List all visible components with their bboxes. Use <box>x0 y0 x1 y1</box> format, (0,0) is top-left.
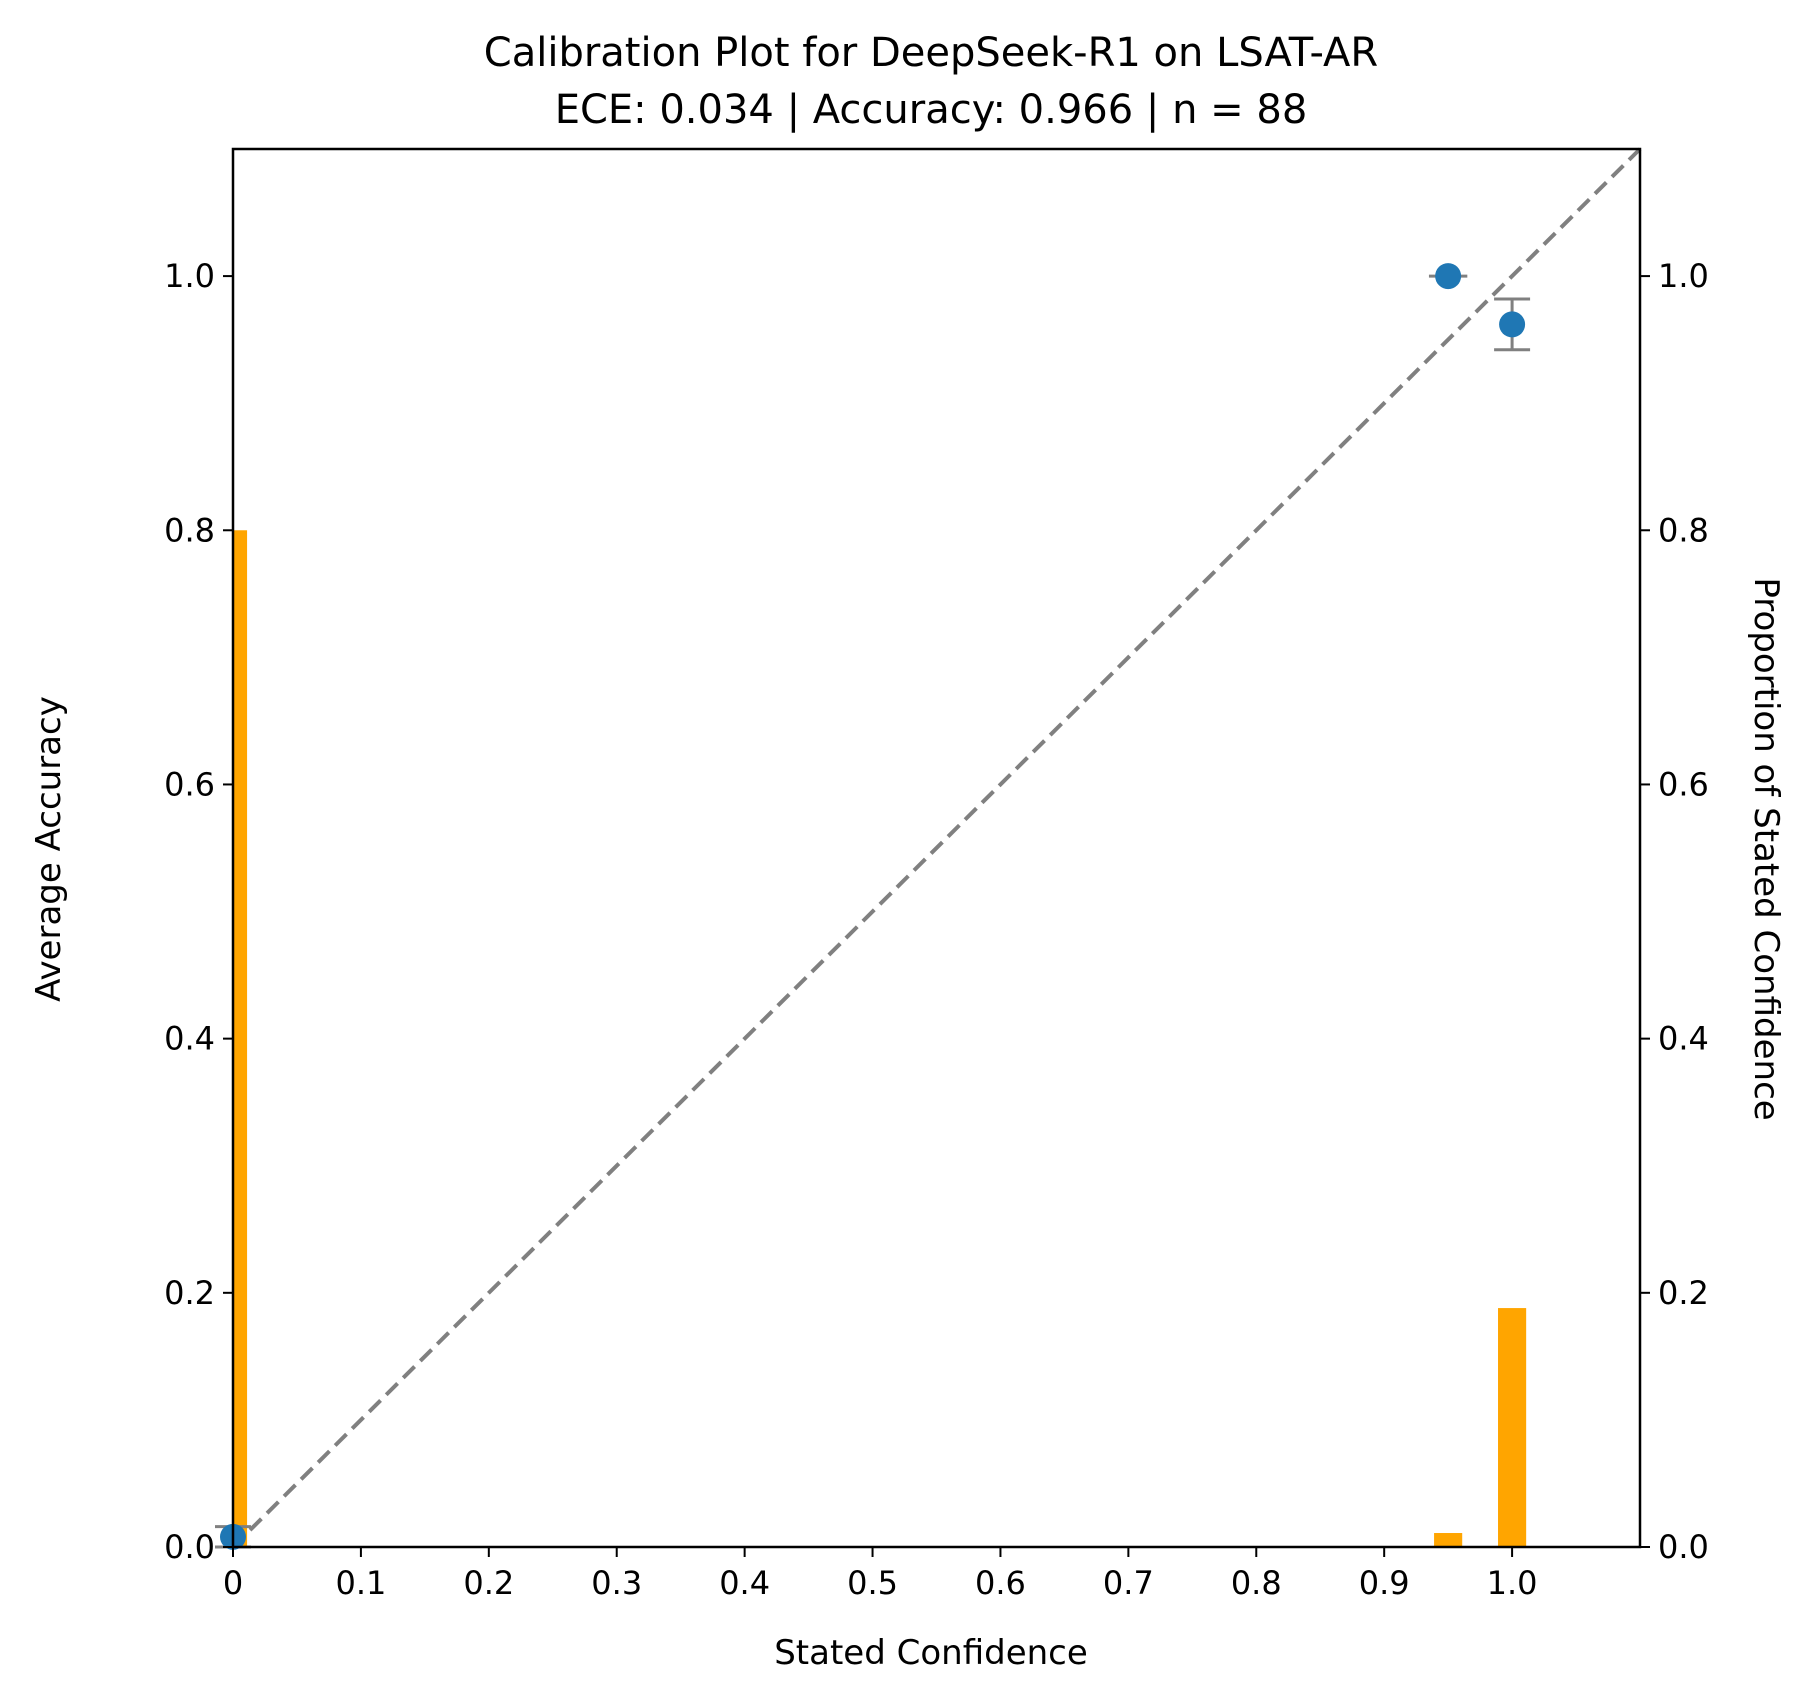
proportion-bar <box>233 530 248 1547</box>
y-tick-label: 0.6 <box>164 765 215 803</box>
x-tick-label: 0.6 <box>975 1564 1026 1602</box>
x-tick-label: 1.0 <box>1487 1564 1538 1602</box>
y-tick-label: 0.2 <box>164 1274 215 1312</box>
y-tick-label: 1.0 <box>164 257 215 295</box>
y-right-tick-label: 0.8 <box>1658 511 1709 549</box>
x-axis-label: Stated Confidence <box>774 1633 1088 1673</box>
reference-line-group <box>231 147 1642 1549</box>
chart-subtitle: ECE: 0.034 | Accuracy: 0.966 | n = 88 <box>555 87 1308 133</box>
y-right-tick-label: 0.4 <box>1658 1020 1709 1058</box>
y-axis-ticks: 0.0 0.2 0.4 0.6 0.8 1.0 <box>164 257 233 1566</box>
x-tick-label: 0.4 <box>719 1564 770 1602</box>
proportion-bar <box>1434 1533 1463 1547</box>
plot-area-frame <box>231 147 1642 1549</box>
y-right-tick-label: 0.0 <box>1658 1528 1709 1566</box>
calibration-point <box>1435 263 1462 290</box>
y-right-tick-label: 0.6 <box>1658 765 1709 803</box>
y-tick-label: 0.4 <box>164 1020 215 1058</box>
calibration-point <box>1499 311 1526 338</box>
proportion-bar <box>1498 1308 1527 1547</box>
y-right-axis-ticks: 0.0 0.2 0.4 0.6 0.8 1.0 <box>1640 257 1709 1566</box>
reference-line <box>231 147 1642 1549</box>
x-tick-label: 0.5 <box>847 1564 898 1602</box>
x-tick-label: 0.2 <box>463 1564 514 1602</box>
chart-title: Calibration Plot for DeepSeek-R1 on LSAT… <box>484 30 1378 76</box>
x-axis-ticks: 0 0.1 0.2 0.3 0.4 0.5 0.6 0.7 0.8 0.9 1.0 <box>223 1547 1538 1602</box>
y-right-axis-label: Proportion of Stated Confidence <box>1746 577 1786 1120</box>
x-tick-label: 0.8 <box>1231 1564 1282 1602</box>
y-axis-label: Average Accuracy <box>29 696 69 1002</box>
y-right-tick-label: 0.2 <box>1658 1274 1709 1312</box>
y-right-tick-label: 1.0 <box>1658 257 1709 295</box>
x-tick-label: 0.7 <box>1103 1564 1154 1602</box>
x-tick-label: 0.9 <box>1359 1564 1410 1602</box>
y-tick-label: 0.8 <box>164 511 215 549</box>
y-tick-label: 0.0 <box>164 1528 215 1566</box>
x-tick-label: 0.3 <box>591 1564 642 1602</box>
proportion-bars <box>233 530 1527 1547</box>
x-tick-label: 0.1 <box>335 1564 386 1602</box>
x-tick-label: 0 <box>223 1564 243 1602</box>
